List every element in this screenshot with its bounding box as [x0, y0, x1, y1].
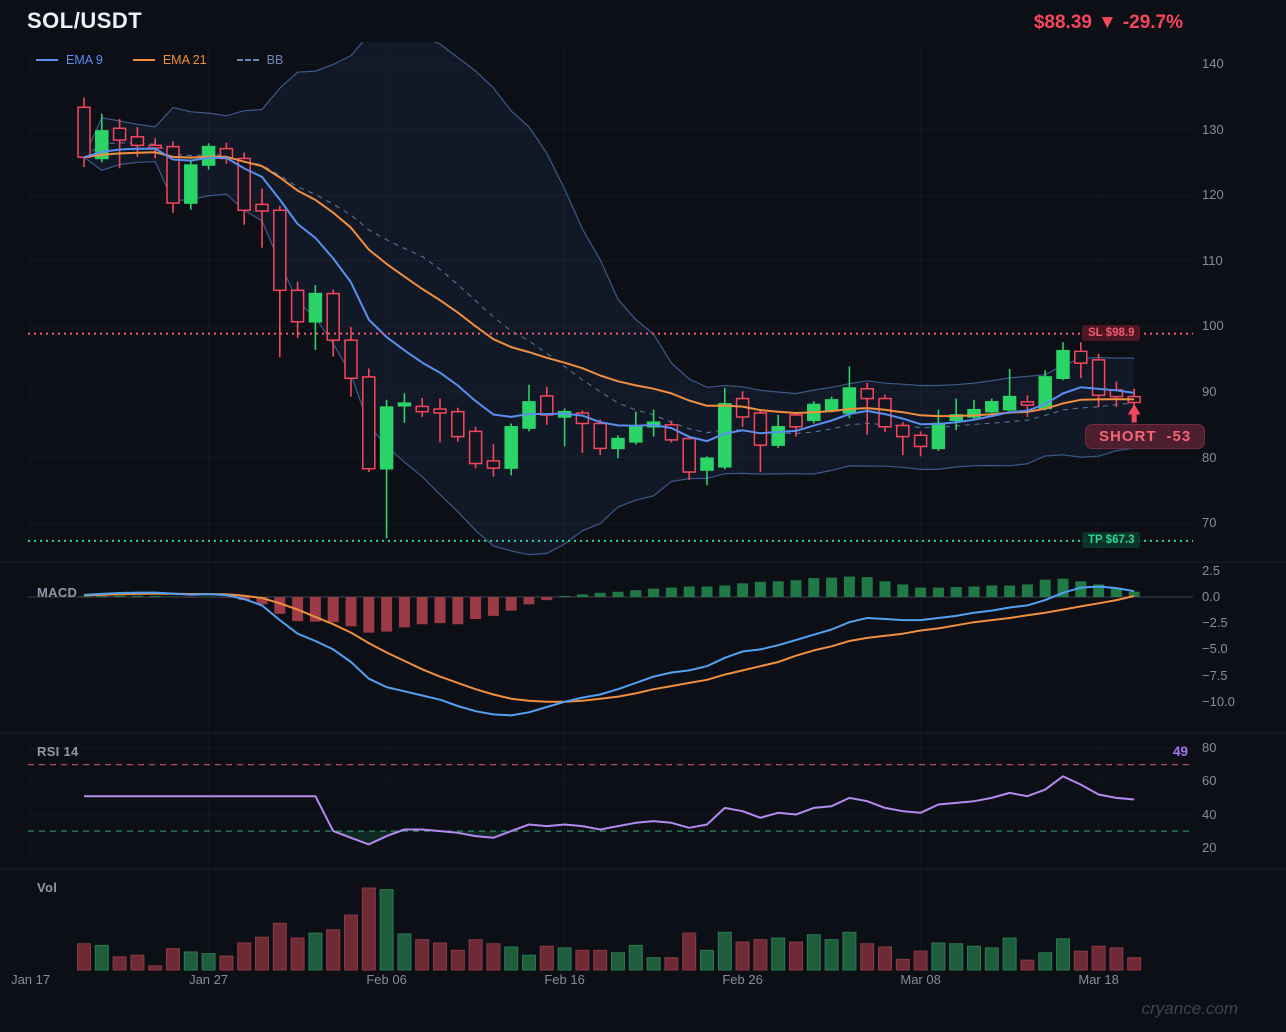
rsi-current-value: 49 — [1172, 744, 1188, 759]
ticker-change: -29.7% — [1122, 12, 1183, 33]
indicator-legend: EMA 9 EMA 21 BB — [36, 53, 283, 67]
symbol-title: SOL/USDT — [27, 8, 143, 33]
bb-dashed-swatch-icon — [236, 59, 259, 61]
ema21-line-swatch-icon — [132, 59, 155, 61]
rsi-panel-title: RSI 14 — [37, 744, 79, 759]
volume-panel-title: Vol — [37, 880, 58, 895]
legend-label: BB — [266, 53, 284, 67]
macd-panel-title: MACD — [37, 585, 78, 600]
watermark: cryance.com — [1141, 999, 1238, 1018]
ticker: $88.39 ▼ -29.7% — [1028, 12, 1183, 34]
take-profit-label: TP $67.3 — [1082, 531, 1141, 548]
legend-item-ema9[interactable]: EMA 9 — [36, 53, 103, 67]
legend-label: EMA 9 — [66, 53, 103, 67]
legend-item-ema21[interactable]: EMA 21 — [132, 53, 207, 67]
ticker-price: $88.39 — [1033, 12, 1092, 33]
legend-item-bb[interactable]: BB — [236, 53, 284, 67]
short-position-badge: SHORT -53 — [1085, 424, 1206, 449]
stop-loss-label: SL $98.9 — [1082, 324, 1141, 341]
legend-label: EMA 21 — [162, 53, 207, 67]
ema9-line-swatch-icon — [36, 59, 58, 61]
down-triangle-icon: ▼ — [1097, 12, 1117, 33]
position-side: SHORT — [1099, 428, 1157, 445]
position-pnl: -53 — [1166, 428, 1192, 445]
